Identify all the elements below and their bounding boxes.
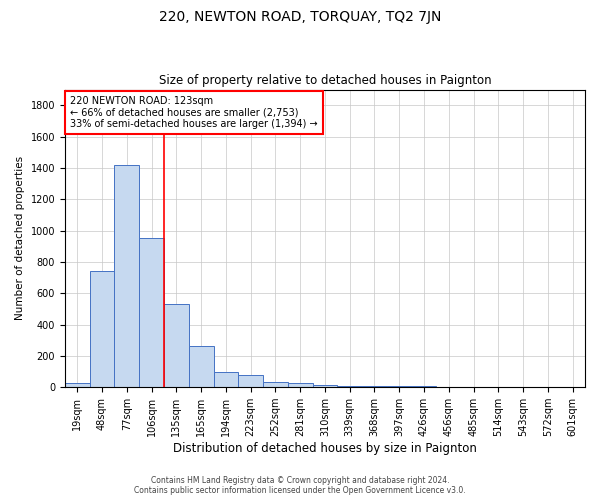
Bar bbox=[412, 386, 436, 387]
X-axis label: Distribution of detached houses by size in Paignton: Distribution of detached houses by size … bbox=[173, 442, 477, 455]
Bar bbox=[164, 304, 189, 387]
Bar bbox=[214, 372, 238, 387]
Bar bbox=[263, 382, 288, 387]
Bar bbox=[189, 346, 214, 387]
Y-axis label: Number of detached properties: Number of detached properties bbox=[15, 156, 25, 320]
Text: 220 NEWTON ROAD: 123sqm
← 66% of detached houses are smaller (2,753)
33% of semi: 220 NEWTON ROAD: 123sqm ← 66% of detache… bbox=[70, 96, 318, 128]
Bar bbox=[115, 165, 139, 387]
Bar bbox=[313, 385, 337, 387]
Bar bbox=[288, 384, 313, 387]
Title: Size of property relative to detached houses in Paignton: Size of property relative to detached ho… bbox=[158, 74, 491, 87]
Bar bbox=[387, 386, 412, 387]
Bar bbox=[337, 386, 362, 387]
Bar bbox=[238, 374, 263, 387]
Text: 220, NEWTON ROAD, TORQUAY, TQ2 7JN: 220, NEWTON ROAD, TORQUAY, TQ2 7JN bbox=[159, 10, 441, 24]
Bar bbox=[139, 238, 164, 387]
Bar bbox=[89, 272, 115, 387]
Bar bbox=[65, 384, 89, 387]
Text: Contains HM Land Registry data © Crown copyright and database right 2024.
Contai: Contains HM Land Registry data © Crown c… bbox=[134, 476, 466, 495]
Bar bbox=[362, 386, 387, 387]
